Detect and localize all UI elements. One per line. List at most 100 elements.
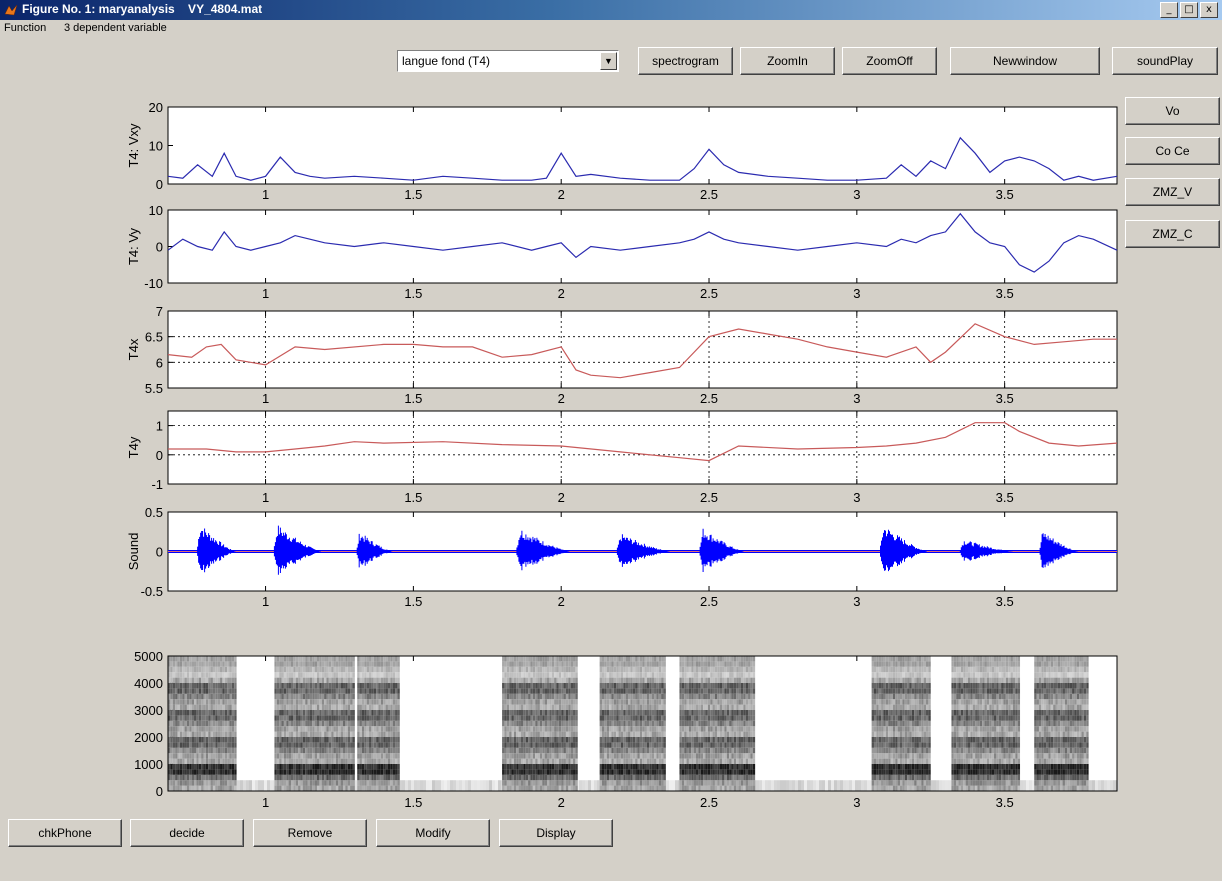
spectrogram-cell xyxy=(281,780,284,786)
spectrogram-cell xyxy=(748,785,751,791)
spectrogram-cell xyxy=(182,742,185,748)
spectrogram-cell xyxy=(170,720,173,727)
spectrogram-cell xyxy=(654,753,657,759)
spectrogram-cell xyxy=(333,731,336,737)
maximize-button[interactable]: □ xyxy=(1180,2,1198,18)
spectrogram-cell xyxy=(198,672,202,678)
spectrogram-cell xyxy=(871,785,874,791)
spectrogram-cell xyxy=(881,677,884,683)
spectrogram-cell xyxy=(878,656,882,662)
menu-function[interactable]: Function xyxy=(4,22,47,34)
spectrogram-cell xyxy=(373,780,377,786)
zmz-v-button[interactable]: ZMZ_V xyxy=(1125,178,1220,206)
spectrogram-cell xyxy=(504,726,507,732)
spectrogram-cell xyxy=(642,769,645,775)
spectrogram-cell xyxy=(506,672,510,678)
spectrogram-cell xyxy=(630,715,633,721)
spectrogram-cell xyxy=(321,688,325,694)
spectrogram-cell xyxy=(189,677,192,683)
spectrogram-cell xyxy=(326,742,329,748)
spectrogram-cell xyxy=(573,710,576,716)
spectrogram-button[interactable]: spectrogram xyxy=(638,47,733,75)
zmz-c-button[interactable]: ZMZ_C xyxy=(1125,220,1220,248)
dropdown-arrow-icon[interactable]: ▼ xyxy=(600,52,617,70)
spectrogram-cell xyxy=(539,704,543,710)
spectrogram-cell xyxy=(532,710,536,716)
spectrogram-cell xyxy=(724,710,727,716)
spectrogram-cell xyxy=(724,785,727,791)
spectrogram-cell xyxy=(366,774,370,781)
spectrogram-cell xyxy=(748,764,751,770)
spectrogram-cell xyxy=(873,704,877,710)
spectrogram-cell xyxy=(703,764,706,770)
close-button[interactable]: x xyxy=(1200,2,1218,18)
minimize-button[interactable]: _ xyxy=(1160,2,1178,18)
spectrogram-cell xyxy=(736,742,739,748)
spectrogram-cell xyxy=(333,683,336,689)
spectrogram-cell xyxy=(509,699,512,705)
menu-dependent-variable[interactable]: 3 dependent variable xyxy=(64,22,167,34)
spectrogram-cell xyxy=(380,661,384,667)
spectrogram-cell xyxy=(509,688,512,694)
spectrogram-cell xyxy=(565,764,569,770)
spectrogram-cell xyxy=(616,710,619,716)
spectrogram-cell xyxy=(573,769,576,775)
new-window-button[interactable]: Newwindow xyxy=(950,47,1100,75)
display-button[interactable]: Display xyxy=(499,819,613,847)
spectrogram-cell xyxy=(258,780,261,791)
spectrogram-cell xyxy=(288,742,291,748)
variable-select[interactable]: langue fond (T4) ▼ xyxy=(397,50,619,72)
spectrogram-cell xyxy=(1104,780,1107,791)
spectrogram-cell xyxy=(661,764,664,770)
spectrogram-cell xyxy=(547,753,550,759)
spectrogram-cell xyxy=(371,666,374,673)
spectrogram-cell xyxy=(511,672,514,678)
spectrogram-cell xyxy=(604,683,607,689)
spectrogram-cell xyxy=(314,677,318,683)
spectrogram-cell xyxy=(298,693,301,700)
modify-button[interactable]: Modify xyxy=(376,819,490,847)
spectrogram-cell xyxy=(350,747,353,754)
decide-button[interactable]: decide xyxy=(130,819,244,847)
spectrogram-cell xyxy=(661,666,664,673)
spectrogram-cell xyxy=(539,780,543,786)
spectrogram-cell xyxy=(184,710,187,716)
spectrogram-cell xyxy=(642,704,645,710)
spectrogram-cell xyxy=(544,661,548,667)
spectrogram-cell xyxy=(539,666,543,673)
spectrogram-cell xyxy=(561,747,564,754)
spectrogram-cell xyxy=(302,769,306,775)
spectrogram-cell xyxy=(300,720,303,727)
spectrogram-cell xyxy=(203,710,206,716)
spectrogram-cell xyxy=(563,683,566,689)
spectrogram-cell xyxy=(714,699,718,705)
spectrogram-cell xyxy=(733,742,737,748)
zoom-in-button[interactable]: ZoomIn xyxy=(740,47,835,75)
spectrogram-cell xyxy=(288,753,291,759)
spectrogram-cell xyxy=(717,672,720,678)
sound-burst xyxy=(880,529,927,572)
spectrogram-cell xyxy=(328,726,332,732)
vo-button[interactable]: Vo xyxy=(1125,97,1220,125)
co-ce-button[interactable]: Co Ce xyxy=(1125,137,1220,165)
spectrogram-cell xyxy=(681,753,685,759)
spectrogram-cell xyxy=(347,780,351,786)
spectrogram-cell xyxy=(729,715,732,721)
chk-phone-button[interactable]: chkPhone xyxy=(8,819,122,847)
spectrogram-cell xyxy=(229,753,232,759)
remove-button[interactable]: Remove xyxy=(253,819,367,847)
zoom-off-button[interactable]: ZoomOff xyxy=(842,47,937,75)
spectrogram-cell xyxy=(340,666,344,673)
spectrogram-cell xyxy=(740,731,744,737)
spectrogram-cell xyxy=(302,780,306,786)
spectrogram-cell xyxy=(743,747,746,754)
spectrogram-cell xyxy=(357,774,360,781)
sound-play-button[interactable]: soundPlay xyxy=(1112,47,1218,75)
spectrogram-cell xyxy=(504,780,507,786)
spectrogram-cell xyxy=(724,677,727,683)
spectrogram-cell xyxy=(380,769,384,775)
y-tick-label: 0 xyxy=(156,240,163,255)
spectrogram-cell xyxy=(198,753,202,759)
spectrogram-cell xyxy=(568,656,571,662)
spectrogram-cell xyxy=(319,672,322,678)
